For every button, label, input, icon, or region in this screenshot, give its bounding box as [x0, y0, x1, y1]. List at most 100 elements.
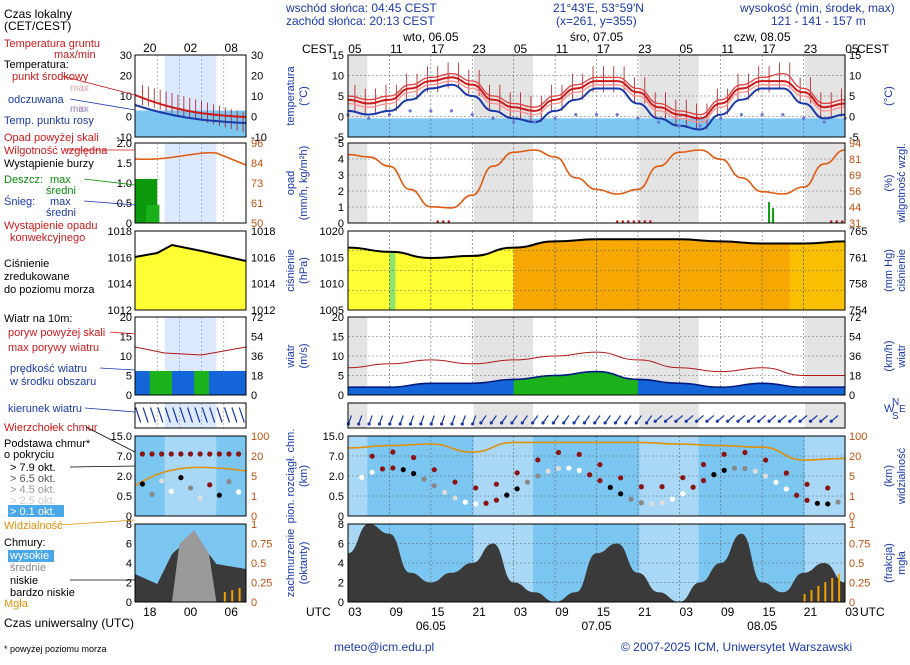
legend-connector — [84, 407, 136, 413]
day-label-bottom: 08.05 — [747, 619, 777, 633]
legend-cloud-dot — [197, 451, 203, 457]
legend-label: o pokryciu — [4, 449, 54, 461]
panel-border — [347, 435, 846, 517]
wind-arrow-head — [500, 421, 504, 425]
legend-gust-line — [134, 346, 247, 356]
convective-mark — [447, 220, 450, 223]
legend-connector — [99, 367, 136, 371]
legend-label: Ciśnienie — [4, 258, 49, 270]
panel-border — [347, 142, 846, 224]
utc-hour-tick: 15 — [597, 605, 611, 619]
dew-point-dot — [387, 113, 392, 117]
wind-arrow-head — [808, 419, 813, 423]
legend-wind-arrow — [223, 407, 231, 423]
y-tick-right: 36 — [849, 351, 861, 363]
utc-hour-tick: 21 — [804, 605, 818, 619]
legend-label: > 0.1 okt. — [10, 506, 56, 518]
dew-point-dot — [698, 124, 702, 128]
wind-arrow-head — [377, 422, 382, 426]
cloud-base-dot — [566, 465, 572, 471]
y-tick-right: 31 — [849, 218, 861, 230]
wind-arrow-head — [613, 421, 618, 425]
legend-connector — [109, 331, 136, 335]
dew-point-dot — [512, 120, 516, 124]
panel-border — [347, 230, 846, 311]
y-tick-right: 1 — [849, 491, 855, 503]
cloud-base-dot — [607, 484, 613, 490]
y-tick-right: 5 — [849, 471, 855, 483]
legend-cloud-dot — [207, 451, 213, 457]
legend-label: Wystąpienie opadu — [4, 220, 97, 232]
y-tick-left: 5 — [338, 91, 344, 103]
wind-arrow-head — [531, 421, 535, 425]
cloud-top-dot — [659, 484, 665, 490]
fog-bar — [831, 578, 834, 602]
wind-arrow-head — [489, 421, 493, 425]
panel-border — [134, 230, 247, 311]
temp-series-min — [347, 80, 846, 123]
y-tick-left: 5 — [338, 138, 344, 150]
legend-cloud-dot — [178, 475, 184, 481]
wind-arrow-head — [736, 419, 740, 423]
legend-wind-arrow — [201, 407, 208, 423]
temp-series-odczuwana — [347, 83, 846, 131]
legend-tick-left: 10 — [120, 91, 132, 103]
legend-tick-right: 20 — [251, 451, 263, 463]
y-tick-right: 56 — [849, 186, 861, 198]
night-band — [473, 143, 533, 223]
legend-label: w środku obszaru — [9, 376, 96, 388]
utc-hour-tick: 03 — [845, 605, 859, 619]
cloud-base-dot — [452, 495, 458, 501]
dew-point-dot — [574, 113, 578, 117]
legend-pressure-above — [135, 231, 246, 261]
convective-mark — [436, 220, 439, 223]
legend-temp-mid — [134, 94, 247, 118]
legend-tick-left: 10 — [120, 351, 132, 363]
cloud-base-dot — [711, 472, 717, 478]
dew-point-dot — [429, 109, 433, 113]
legend-wind-arrow — [157, 407, 164, 423]
cloud-base-dot — [504, 492, 510, 498]
wind-arrow-head — [450, 422, 454, 426]
wind-arrow-head — [788, 419, 792, 423]
legend-label: Temperatura gruntu — [4, 38, 100, 50]
legend-local-tick: 20 — [143, 41, 157, 55]
cloud-base-dot — [514, 486, 520, 492]
wind-arrow-head — [634, 421, 638, 425]
utc-hour-tick: 09 — [555, 605, 569, 619]
legend-tick-left: 1016 — [108, 252, 132, 264]
legend-label: średni — [46, 185, 76, 197]
legend-tick-left: 5 — [126, 371, 132, 383]
legend-tick-left: 4 — [126, 558, 132, 570]
legend-cloud-dot — [226, 451, 232, 457]
legend-tick-right: 84 — [251, 158, 263, 170]
email-link[interactable]: meteo@icm.edu.pl — [334, 640, 435, 654]
legend-cloud-dot — [236, 451, 242, 457]
local-hour-tick: 05 — [845, 42, 859, 56]
wind-arrow-head — [798, 419, 802, 423]
legend-tick-left: 2 — [126, 578, 132, 590]
legend-tick-right: -10 — [251, 132, 267, 144]
y-tick-right: 94 — [849, 138, 861, 150]
wind-arrow-head — [582, 421, 587, 425]
cloud-top-dot — [535, 457, 541, 463]
wind-arrow-head — [471, 422, 475, 426]
cloud-base-dot — [524, 479, 531, 485]
legend-label: punkt środkowy — [12, 71, 89, 83]
utc-hour-tick: 03 — [680, 605, 694, 619]
day-label-bottom: 06.05 — [416, 619, 446, 633]
cloud-cover-niskie — [348, 524, 845, 602]
legend-tick-right: 0.75 — [251, 539, 272, 551]
legend-cloud-dot — [139, 481, 145, 487]
coords-text: 21°43'E, 53°59'N — [553, 1, 644, 15]
legend-highlight — [8, 550, 54, 562]
legend-wind-arrow — [149, 407, 157, 423]
wind-arrow-head — [479, 421, 483, 425]
legend-cloud-dot — [168, 451, 174, 457]
y-tick-right: -5 — [849, 132, 859, 144]
wind-arrow-head — [398, 422, 402, 426]
legend-wind-arrow — [231, 407, 238, 423]
dew-point-dot — [470, 113, 474, 117]
night-band — [639, 403, 699, 428]
axis-unit-left: (m/s) — [298, 343, 310, 368]
